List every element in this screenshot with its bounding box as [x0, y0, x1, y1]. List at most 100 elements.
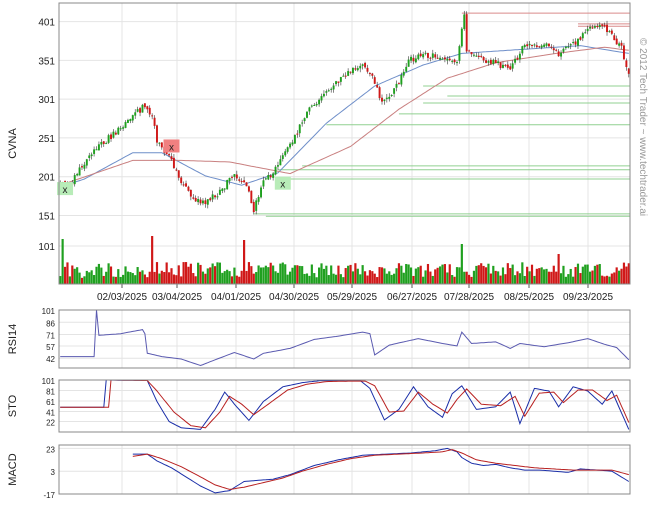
- pattern-marker: [163, 139, 180, 153]
- volume-bar: [197, 262, 200, 284]
- candle-body: [129, 118, 132, 122]
- candle-body: [296, 133, 299, 135]
- x-tick-label: 09/23/2025: [563, 292, 613, 303]
- candle-body: [136, 109, 139, 112]
- candle-body: [410, 56, 413, 61]
- volume-bar: [351, 271, 355, 284]
- ma-fast-line: [60, 45, 629, 188]
- pattern-marker-label: x: [280, 180, 285, 191]
- candle-body: [308, 107, 311, 112]
- volume-bar: [175, 275, 178, 284]
- volume-bar: [443, 264, 446, 284]
- price-axis-label: CVNA: [7, 128, 19, 159]
- candle-body: [468, 50, 471, 52]
- candle-body: [301, 122, 304, 124]
- volume-bar: [588, 271, 592, 284]
- candle-body: [494, 60, 497, 64]
- volume-bar: [526, 266, 529, 284]
- candle-body: [139, 108, 142, 113]
- x-tick-label: 05/29/2025: [327, 292, 377, 303]
- volume-bar: [402, 272, 405, 284]
- candle-body: [569, 44, 572, 46]
- candle-body: [383, 99, 386, 102]
- volume-bar: [194, 276, 197, 284]
- candle-body: [606, 24, 608, 33]
- watermark: © 2012 Tech Trader ~ www.techtrader.ai: [637, 38, 648, 216]
- volume-bar: [342, 277, 345, 284]
- candle-body: [560, 52, 563, 57]
- volume-bar: [230, 276, 234, 284]
- volume-bar: [189, 263, 192, 284]
- candle-body: [448, 58, 451, 61]
- candle-body: [518, 53, 521, 60]
- volume-bar: [201, 271, 205, 284]
- volume-bar: [269, 262, 272, 284]
- volume-bar: [458, 267, 461, 284]
- volume-bar: [257, 265, 260, 284]
- candle-body: [497, 61, 500, 64]
- volume-bar: [259, 267, 263, 284]
- candle-body: [255, 200, 258, 211]
- volume-bar: [151, 236, 154, 284]
- volume-bar: [109, 266, 113, 284]
- volume-bar: [501, 267, 505, 284]
- candle-body: [293, 134, 296, 144]
- volume-bar: [373, 273, 376, 284]
- candle-body: [422, 54, 425, 58]
- candle-body: [373, 77, 376, 84]
- candle-body: [110, 134, 112, 140]
- volume-bar: [330, 265, 333, 284]
- volume-bar: [158, 273, 161, 284]
- candle-body: [194, 197, 197, 202]
- y-tick-label: 71: [46, 332, 55, 341]
- volume-bar: [131, 273, 134, 284]
- volume-bar: [451, 275, 454, 284]
- candle-body: [165, 152, 168, 155]
- candle-body: [274, 166, 277, 175]
- volume-bar: [303, 273, 306, 284]
- candle-body: [439, 57, 442, 60]
- candle-body: [366, 67, 369, 72]
- candle-body: [472, 54, 475, 56]
- candle-body: [586, 28, 589, 32]
- volume-bar: [620, 268, 623, 284]
- volume-bar: [480, 263, 483, 284]
- candle-body: [286, 147, 289, 152]
- volume-bar: [97, 263, 101, 284]
- volume-bar: [497, 271, 500, 284]
- candle-body: [201, 200, 204, 204]
- candle-body: [427, 53, 429, 58]
- volume-bar: [339, 274, 342, 284]
- volume-bar: [359, 274, 362, 284]
- candle-body: [85, 159, 88, 166]
- candle-body: [185, 183, 187, 187]
- volume-bar: [112, 276, 115, 284]
- volume-bar: [124, 266, 127, 284]
- volume-bar: [579, 273, 582, 284]
- candle-body: [95, 149, 98, 151]
- volume-bar: [417, 267, 420, 284]
- volume-bar: [453, 276, 456, 284]
- rsi-line: [60, 309, 630, 367]
- volume-bar: [441, 264, 444, 284]
- volume-bar: [506, 263, 509, 284]
- volume-bar: [71, 265, 74, 284]
- candle-body: [431, 53, 434, 58]
- macd-line: [132, 447, 630, 494]
- volume-bar: [272, 265, 275, 284]
- volume-bar: [569, 268, 572, 284]
- volume-bar: [562, 265, 565, 284]
- volume-bar: [279, 263, 282, 284]
- candle-body: [419, 53, 422, 57]
- candle-body: [395, 83, 398, 88]
- candle-body: [327, 90, 330, 92]
- volume-bar: [434, 269, 437, 284]
- candle-body: [310, 105, 313, 107]
- volume-bar: [591, 270, 594, 284]
- volume-bar: [264, 265, 267, 284]
- volume-bar: [625, 266, 628, 284]
- candle-body: [610, 30, 613, 34]
- candle-body: [521, 46, 524, 54]
- volume-bar: [448, 264, 451, 284]
- volume-bar: [95, 266, 98, 284]
